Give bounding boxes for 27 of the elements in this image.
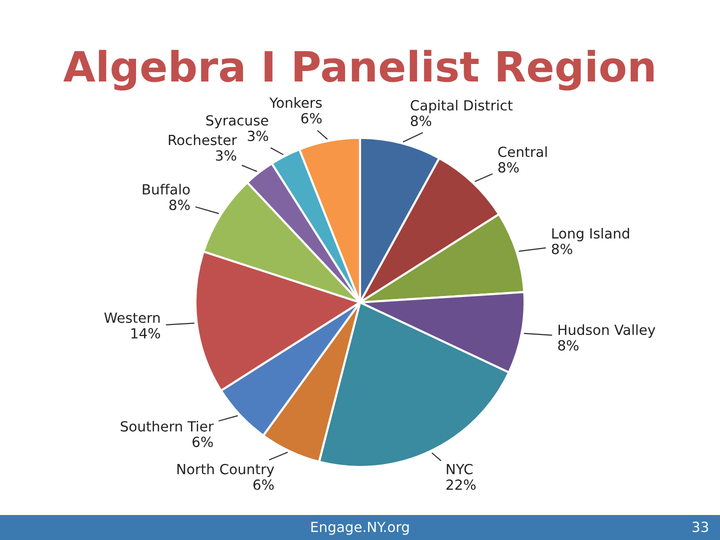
slice-label: Long Island xyxy=(552,228,630,242)
data-label: 8% xyxy=(552,244,572,254)
slice-label: Hudson Valley xyxy=(558,324,656,338)
text: Engage.NY.org xyxy=(311,522,409,535)
slice-label: Syracuse xyxy=(206,115,268,128)
slice-label: Southern Tier xyxy=(120,420,214,432)
data-label: 8% xyxy=(498,162,519,173)
slice-label: Rochester xyxy=(168,134,237,146)
slice-label: Capital District xyxy=(410,100,513,114)
text: 33 xyxy=(692,522,708,532)
data-label: 6% xyxy=(253,479,274,490)
slice-label: Central xyxy=(498,146,547,158)
data-label: 8% xyxy=(169,200,190,210)
data-label: 14% xyxy=(131,328,160,339)
slice-label: NYC xyxy=(446,464,473,474)
slice-label: Buffalo xyxy=(142,184,190,195)
data-label: 3% xyxy=(216,150,236,161)
data-label: 8% xyxy=(558,340,578,351)
slice-label: Western xyxy=(104,312,160,323)
data-label: 6% xyxy=(301,112,322,124)
chart-title: Algebra I Panelist Region xyxy=(63,50,654,91)
data-label: 8% xyxy=(410,116,432,126)
data-label: 6% xyxy=(192,436,213,448)
slice-label: Yonkers xyxy=(269,97,322,108)
data-label: 3% xyxy=(248,130,268,142)
data-label: 22% xyxy=(446,479,476,490)
slice-label: North Country xyxy=(177,464,274,478)
